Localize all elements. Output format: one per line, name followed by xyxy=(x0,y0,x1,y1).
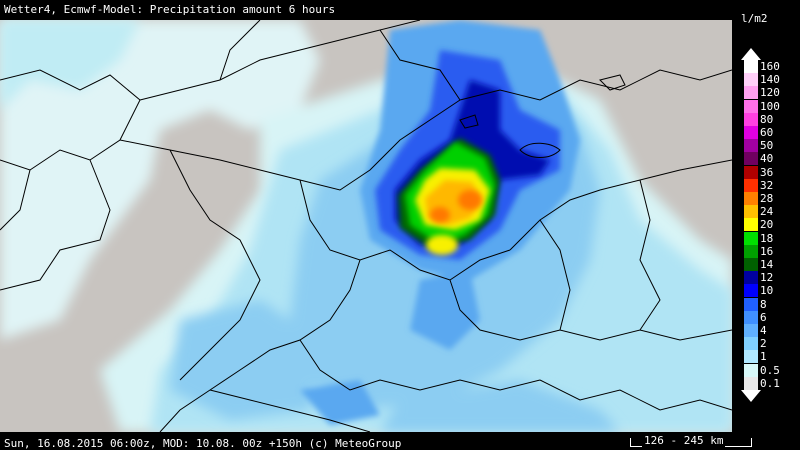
footer-bar xyxy=(0,432,800,450)
legend-label: 12 xyxy=(760,271,774,285)
legend-label: 50 xyxy=(760,139,774,153)
legend-swatch xyxy=(744,363,758,377)
legend-swatch xyxy=(744,310,758,324)
legend-label: 1 xyxy=(760,350,767,364)
legend-label: 14 xyxy=(760,258,774,271)
legend-label: 100 xyxy=(760,99,780,113)
legend-swatch xyxy=(744,60,758,73)
legend-swatch xyxy=(744,139,758,153)
legend-swatch xyxy=(744,165,758,179)
scale-label: 126 - 245 km xyxy=(642,434,726,447)
unit-label: l/m2 xyxy=(741,12,768,25)
title-bar xyxy=(0,0,800,20)
legend-swatch xyxy=(744,86,758,100)
legend-label: 2 xyxy=(760,337,767,351)
legend-label: 0.1 xyxy=(760,376,780,390)
legend-label: 80 xyxy=(760,112,774,126)
legend-label: 36 xyxy=(760,165,774,179)
precip-28-layer xyxy=(430,190,482,223)
legend-swatch xyxy=(744,99,758,113)
map-title: Wetter4, Ecmwf-Model: Precipitation amou… xyxy=(4,3,336,16)
legend-swatch xyxy=(744,258,758,271)
map-canvas xyxy=(0,20,732,432)
precipitation-map[interactable] xyxy=(0,20,732,432)
legend-label: 160 xyxy=(760,60,780,73)
legend-label: 60 xyxy=(760,126,774,139)
legend-label: 140 xyxy=(760,73,780,87)
legend-swatch xyxy=(744,178,758,192)
legend-label: 18 xyxy=(760,231,774,245)
legend-swatch xyxy=(744,218,758,232)
legend-swatch xyxy=(744,152,758,166)
legend-swatch xyxy=(744,271,758,285)
legend-swatch xyxy=(744,284,758,298)
legend-label: 6 xyxy=(760,310,767,324)
legend-swatch xyxy=(744,337,758,351)
legend-swatch xyxy=(744,205,758,219)
footer-timestamp: Sun, 16.08.2015 06:00z, MOD: 10.08. 00z … xyxy=(4,437,402,450)
legend-swatch xyxy=(744,126,758,139)
legend-label: 32 xyxy=(760,178,774,192)
legend-label: 28 xyxy=(760,192,774,205)
legend-swatch xyxy=(744,297,758,311)
legend-label: 40 xyxy=(760,152,774,166)
legend-label: 20 xyxy=(760,218,774,232)
legend-arrow-down-icon xyxy=(741,390,761,402)
legend-swatch xyxy=(744,112,758,126)
legend-label: 4 xyxy=(760,324,767,337)
legend-label: 10 xyxy=(760,284,774,298)
legend-label: 120 xyxy=(760,86,780,100)
coastlines xyxy=(459,74,626,158)
legend-label: 0.5 xyxy=(760,363,780,377)
legend-swatch xyxy=(744,324,758,337)
precipitation-legend: 160 140 120 100 80 60 50 40 36 32 28 24 20 18 16 14 12 10… xyxy=(736,48,800,408)
legend-arrow-up-icon xyxy=(741,48,761,60)
legend-label: 16 xyxy=(760,244,774,258)
legend-swatch xyxy=(744,350,758,364)
legend-swatch xyxy=(744,244,758,258)
country-borders xyxy=(0,20,732,432)
legend-label: 24 xyxy=(760,205,774,219)
legend-label: 8 xyxy=(760,297,767,311)
legend-swatch xyxy=(744,376,758,390)
legend-swatch xyxy=(744,231,758,245)
legend-swatch xyxy=(744,192,758,205)
legend-swatch xyxy=(744,73,758,87)
